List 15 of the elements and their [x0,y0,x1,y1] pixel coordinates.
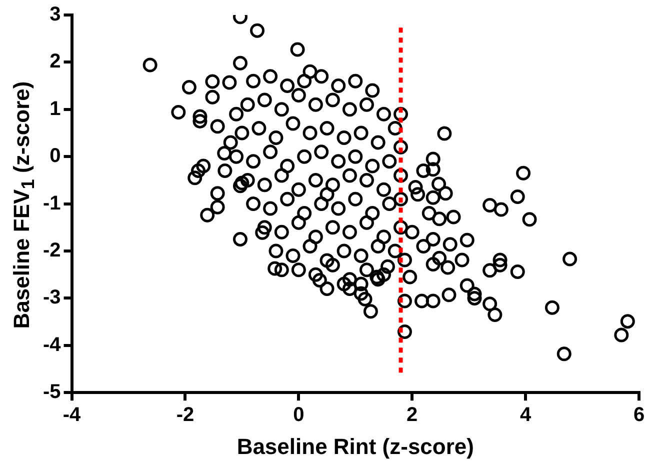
y-tick-label: 0 [50,145,61,168]
y-tick-label: -1 [42,192,61,214]
x-tick-label: 6 [633,404,645,426]
x-tick-label: 0 [293,404,304,426]
y-tick-label: -3 [42,286,61,309]
y-tick-label: 1 [50,98,61,120]
y-tick-label: 3 [50,4,61,26]
x-tick-label: -2 [176,404,194,426]
y-tick-label: -2 [42,240,61,262]
x-tick-label: 4 [520,404,532,426]
x-axis-title: Baseline Rint (z-score) [236,434,474,459]
y-tick-label: -5 [42,381,61,404]
x-tick-label: 2 [406,404,418,426]
y-tick-label: -4 [42,334,62,356]
y-tick-label: 2 [50,50,61,73]
